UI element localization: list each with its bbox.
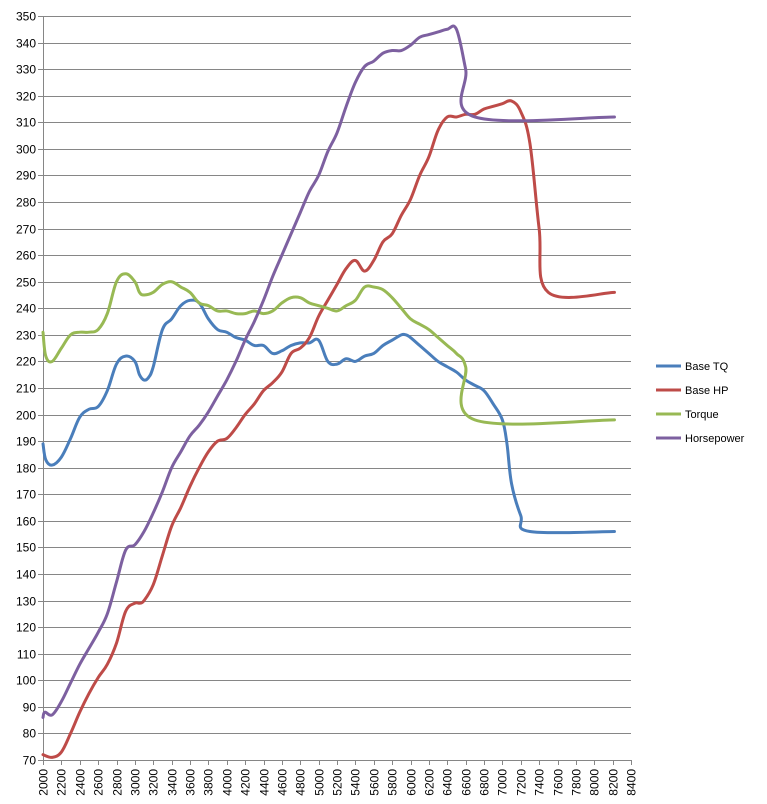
- x-tick-label: 7200: [515, 769, 529, 796]
- x-tick-label: 3000: [129, 769, 143, 796]
- x-tick-label: 6000: [405, 769, 419, 796]
- x-tick-label: 4800: [294, 769, 308, 796]
- legend: Base TQ Base HP Torque Horsepower: [656, 361, 745, 445]
- y-tick-label: 210: [16, 382, 36, 396]
- y-tick-label: 340: [16, 37, 36, 51]
- y-tick-label: 110: [17, 648, 36, 662]
- legend-label-base-hp: Base HP: [685, 385, 728, 397]
- x-tick-label: 2600: [92, 769, 106, 796]
- x-tick-label: 6600: [460, 769, 474, 796]
- y-tick-label: 170: [16, 488, 36, 502]
- x-tick-label: 2000: [37, 769, 51, 796]
- y-tick-label: 180: [16, 462, 36, 476]
- x-tick-label: 7800: [570, 769, 584, 796]
- x-tick-label: 4200: [239, 769, 253, 796]
- y-tick-label: 160: [16, 515, 36, 529]
- series-line-base-hp: [41, 99, 616, 759]
- y-tick-label: 270: [16, 223, 36, 237]
- x-tick-label: 8400: [625, 769, 639, 796]
- x-tick-label: 2200: [55, 769, 69, 796]
- x-tick-label: 3800: [202, 769, 216, 796]
- y-tick-label: 310: [16, 116, 36, 130]
- x-tick-label: 4000: [221, 769, 235, 796]
- x-tick-label: 7400: [533, 769, 547, 796]
- x-tick-label: 8200: [607, 769, 621, 796]
- x-tick-label: 8000: [588, 769, 602, 796]
- y-tick-label: 150: [16, 541, 36, 555]
- y-tick-label: 320: [16, 90, 36, 104]
- y-tick-label: 70: [23, 754, 37, 768]
- series: [41, 24, 616, 759]
- y-tick-label: 350: [16, 10, 36, 24]
- x-tick-label: 3400: [166, 769, 180, 796]
- legend-label-base-tq: Base TQ: [685, 361, 729, 373]
- x-tick-label: 2400: [74, 769, 88, 796]
- y-tick-label: 250: [16, 276, 36, 290]
- y-tick-label: 130: [16, 595, 36, 609]
- y-tick-label: 190: [16, 435, 36, 449]
- legend-label-torque: Torque: [685, 409, 719, 421]
- y-tick-label: 330: [16, 63, 36, 77]
- legend-label-horsepower: Horsepower: [685, 433, 745, 445]
- x-tick-label: 6200: [423, 769, 437, 796]
- x-tick-label: 5800: [386, 769, 400, 796]
- x-tick-label: 3600: [184, 769, 198, 796]
- y-tick-label: 200: [16, 409, 36, 423]
- x-tick-label: 4400: [258, 769, 272, 796]
- series-line-torque: [41, 272, 616, 426]
- y-tick-label: 120: [16, 621, 36, 635]
- x-tick-label: 4600: [276, 769, 290, 796]
- x-tick-label: 2800: [111, 769, 125, 796]
- y-tick-label: 100: [16, 674, 36, 688]
- x-tick-label: 5600: [368, 769, 382, 796]
- y-tick-label: 220: [16, 355, 36, 369]
- y-tick-label: 80: [23, 727, 37, 741]
- x-tick-label: 6400: [441, 769, 455, 796]
- x-tick-label: 7600: [552, 769, 566, 796]
- y-tick-label: 260: [16, 249, 36, 263]
- y-tick-label: 90: [23, 701, 37, 715]
- x-tick-label: 7000: [496, 769, 510, 796]
- x-tick-label: 5400: [349, 769, 363, 796]
- x-tick-label: 6800: [478, 769, 492, 796]
- y-tick-label: 300: [16, 143, 36, 157]
- x-tick-label: 5000: [313, 769, 327, 796]
- series-line-horsepower: [41, 24, 616, 719]
- y-tick-label: 280: [16, 196, 36, 210]
- x-tick-label: 5200: [331, 769, 345, 796]
- grid: [43, 16, 631, 761]
- y-tick-label: 240: [16, 302, 36, 316]
- series-line-base-tq: [41, 298, 616, 535]
- y-tick-label: 140: [16, 568, 36, 582]
- axes: 70 80 90 100 110 120 130 140 150 160 170 180 190 200 2…: [16, 10, 639, 796]
- y-tick-label: 230: [16, 329, 36, 343]
- x-tick-label: 3200: [147, 769, 161, 796]
- y-tick-label: 290: [16, 169, 36, 183]
